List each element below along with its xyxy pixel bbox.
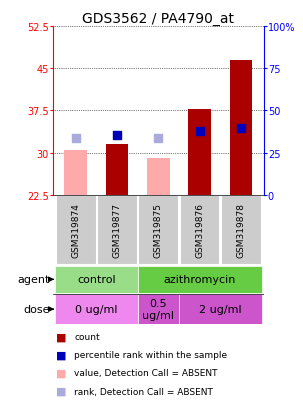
Point [197, 128, 202, 135]
Text: 0.5
ug/ml: 0.5 ug/ml [142, 299, 174, 320]
Text: rank, Detection Call = ABSENT: rank, Detection Call = ABSENT [74, 387, 213, 396]
Bar [147, 159, 170, 195]
Text: dose: dose [24, 304, 50, 314]
Text: GSM319876: GSM319876 [195, 203, 204, 257]
Point [73, 135, 78, 142]
Text: ■: ■ [56, 350, 67, 360]
Text: percentile rank within the sample: percentile rank within the sample [74, 350, 227, 359]
Text: value, Detection Call = ABSENT: value, Detection Call = ABSENT [74, 368, 218, 377]
Text: ■: ■ [56, 368, 67, 378]
Point [115, 132, 119, 139]
Bar [138, 266, 261, 293]
Bar [188, 109, 211, 195]
Text: ■: ■ [56, 386, 67, 396]
Text: GSM319874: GSM319874 [71, 203, 80, 257]
Bar [138, 294, 179, 324]
Bar [64, 150, 87, 195]
Point [238, 126, 243, 132]
Text: ■: ■ [56, 332, 67, 342]
Text: count: count [74, 332, 100, 341]
Bar [179, 294, 261, 324]
Text: GSM319878: GSM319878 [236, 203, 245, 257]
Point [156, 135, 161, 142]
Text: GSM319877: GSM319877 [112, 203, 122, 257]
Bar [230, 61, 252, 195]
Title: GDS3562 / PA4790_at: GDS3562 / PA4790_at [82, 12, 234, 26]
Text: 0 ug/ml: 0 ug/ml [75, 304, 118, 314]
Text: GSM319875: GSM319875 [154, 203, 163, 257]
Text: control: control [77, 275, 116, 285]
Bar [97, 195, 137, 265]
Bar [221, 195, 261, 265]
Bar [106, 145, 128, 195]
Bar [55, 266, 138, 293]
Bar [56, 195, 95, 265]
Text: azithromycin: azithromycin [163, 275, 236, 285]
Text: agent: agent [18, 275, 50, 285]
Bar [138, 195, 178, 265]
Bar [55, 294, 138, 324]
Bar [180, 195, 219, 265]
Text: 2 ug/ml: 2 ug/ml [199, 304, 241, 314]
